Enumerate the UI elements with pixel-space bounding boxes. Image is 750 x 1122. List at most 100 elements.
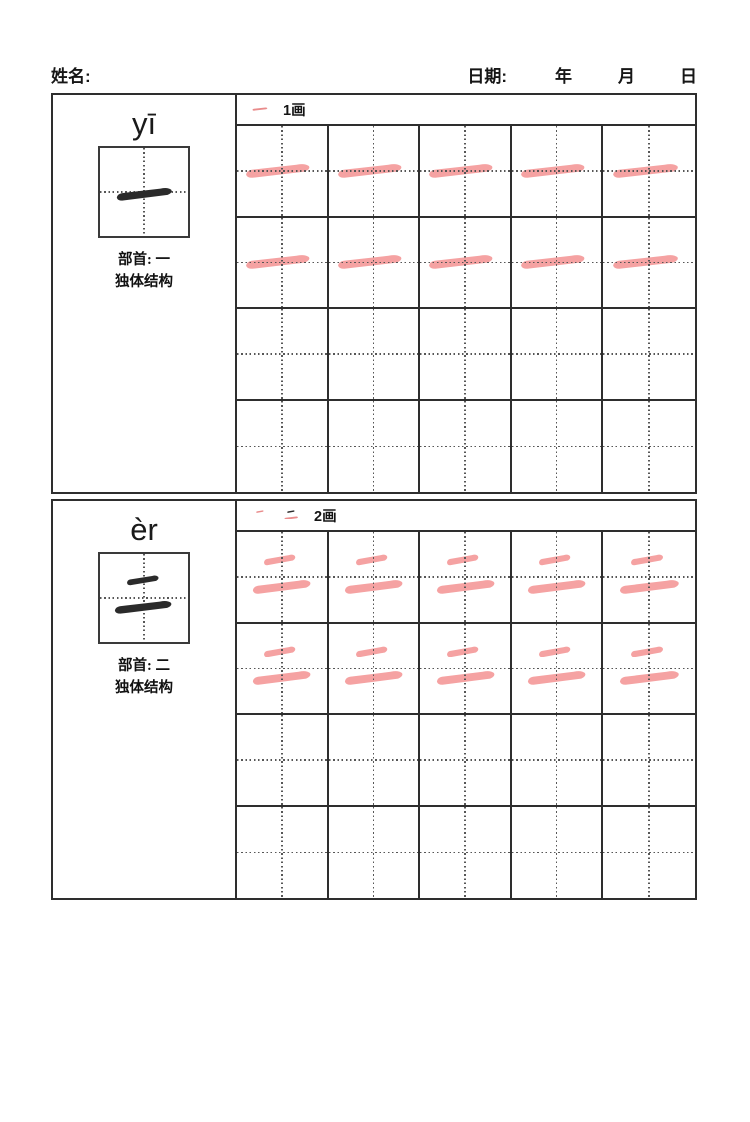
worksheet-page: { "header": { "name_label": "姓名:", "date… [0, 62, 750, 1122]
trace-stroke [251, 578, 314, 594]
radical-label: 部首: 一 [118, 252, 170, 268]
horizontal-center-guide [237, 445, 327, 447]
stroke-order-stroke [256, 510, 264, 513]
stroke-order-row: 2画 [237, 501, 695, 532]
practice-cell [511, 715, 604, 807]
trace-stroke [538, 645, 572, 658]
practice-cell [511, 532, 604, 624]
trace-stroke [263, 553, 297, 566]
horizontal-center-guide [603, 170, 695, 172]
stroke-order-stroke [287, 510, 295, 513]
practice-cell [511, 806, 604, 898]
horizontal-center-guide [328, 759, 419, 761]
trace-stroke [618, 669, 682, 685]
horizontal-center-guide [237, 667, 327, 669]
pinyin-label: èr [130, 512, 158, 547]
left-panel: yī 部首: 一 独体结构 [53, 95, 237, 492]
character-box [98, 146, 190, 238]
stroke-order-stroke [284, 516, 299, 520]
practice-cell [420, 400, 512, 492]
practice-cell [237, 217, 329, 309]
practice-cell [511, 623, 604, 715]
horizontal-center-guide [420, 759, 510, 761]
horizontal-center-guide [100, 597, 188, 599]
practice-cell [511, 400, 604, 492]
trace-stroke [618, 578, 682, 594]
horizontal-center-guide [511, 261, 602, 263]
stroke-count-label: 1画 [283, 103, 306, 119]
practice-cell [420, 309, 512, 401]
trace-stroke [630, 645, 665, 658]
horizontal-center-guide [420, 851, 510, 853]
horizontal-center-guide [511, 759, 602, 761]
practice-grid [237, 532, 695, 898]
stroke-order-frame [250, 99, 271, 120]
trace-stroke [446, 553, 480, 566]
horizontal-center-guide [328, 667, 419, 669]
pinyin-label: yī [131, 106, 157, 141]
horizontal-center-guide [511, 353, 602, 355]
section-yi: yī 部首: 一 独体结构 1画 [51, 93, 697, 494]
trace-stroke [538, 553, 572, 566]
horizontal-center-guide [420, 576, 510, 578]
practice-cell [328, 217, 421, 309]
character-box [98, 552, 190, 644]
horizontal-center-guide [420, 170, 510, 172]
horizontal-center-guide [237, 576, 327, 578]
character-stroke [113, 599, 175, 614]
practice-cell [328, 309, 421, 401]
practice-cell [237, 400, 329, 492]
horizontal-center-guide [420, 445, 510, 447]
trace-stroke [355, 553, 389, 566]
practice-cell [603, 217, 695, 309]
horizontal-center-guide [328, 261, 419, 263]
horizontal-center-guide [603, 667, 695, 669]
horizontal-center-guide [420, 261, 510, 263]
horizontal-center-guide [511, 851, 602, 853]
practice-cell [328, 126, 421, 218]
practice-cell [328, 400, 421, 492]
horizontal-center-guide [420, 667, 510, 669]
practice-cell [511, 217, 604, 309]
practice-cell [603, 806, 695, 898]
stroke-count-label: 2画 [314, 509, 337, 525]
horizontal-center-guide [328, 445, 419, 447]
trace-stroke [435, 578, 498, 594]
horizontal-center-guide [420, 353, 510, 355]
year-label: 年 [555, 67, 572, 86]
practice-cell [511, 126, 604, 218]
trace-stroke [251, 669, 314, 685]
horizontal-center-guide [603, 851, 695, 853]
practice-cell [237, 126, 329, 218]
structure-label: 独体结构 [115, 680, 173, 696]
practice-cell [328, 623, 421, 715]
practice-cell [328, 806, 421, 898]
practice-grid [237, 126, 695, 492]
name-label: 姓名: [51, 67, 91, 86]
horizontal-center-guide [237, 261, 327, 263]
practice-cell [420, 217, 512, 309]
horizontal-center-guide [237, 851, 327, 853]
horizontal-center-guide [328, 170, 419, 172]
left-panel: èr 部首: 二 独体结构 [53, 501, 237, 898]
practice-cell [237, 532, 329, 624]
character-stroke [126, 574, 160, 586]
character-stroke [115, 186, 175, 201]
practice-cell [603, 532, 695, 624]
practice-cell [420, 806, 512, 898]
stroke-order-stroke [252, 107, 268, 112]
stroke-order-frame [250, 505, 271, 526]
horizontal-center-guide [328, 851, 419, 853]
month-label: 月 [618, 67, 635, 86]
horizontal-center-guide [237, 759, 327, 761]
horizontal-center-guide [511, 445, 602, 447]
trace-stroke [630, 553, 665, 566]
right-panel: 2画 [237, 501, 695, 898]
horizontal-center-guide [603, 445, 695, 447]
practice-cell [328, 715, 421, 807]
practice-cell [511, 309, 604, 401]
horizontal-center-guide [603, 353, 695, 355]
trace-stroke [526, 669, 589, 685]
horizontal-center-guide [511, 667, 602, 669]
horizontal-center-guide [511, 576, 602, 578]
